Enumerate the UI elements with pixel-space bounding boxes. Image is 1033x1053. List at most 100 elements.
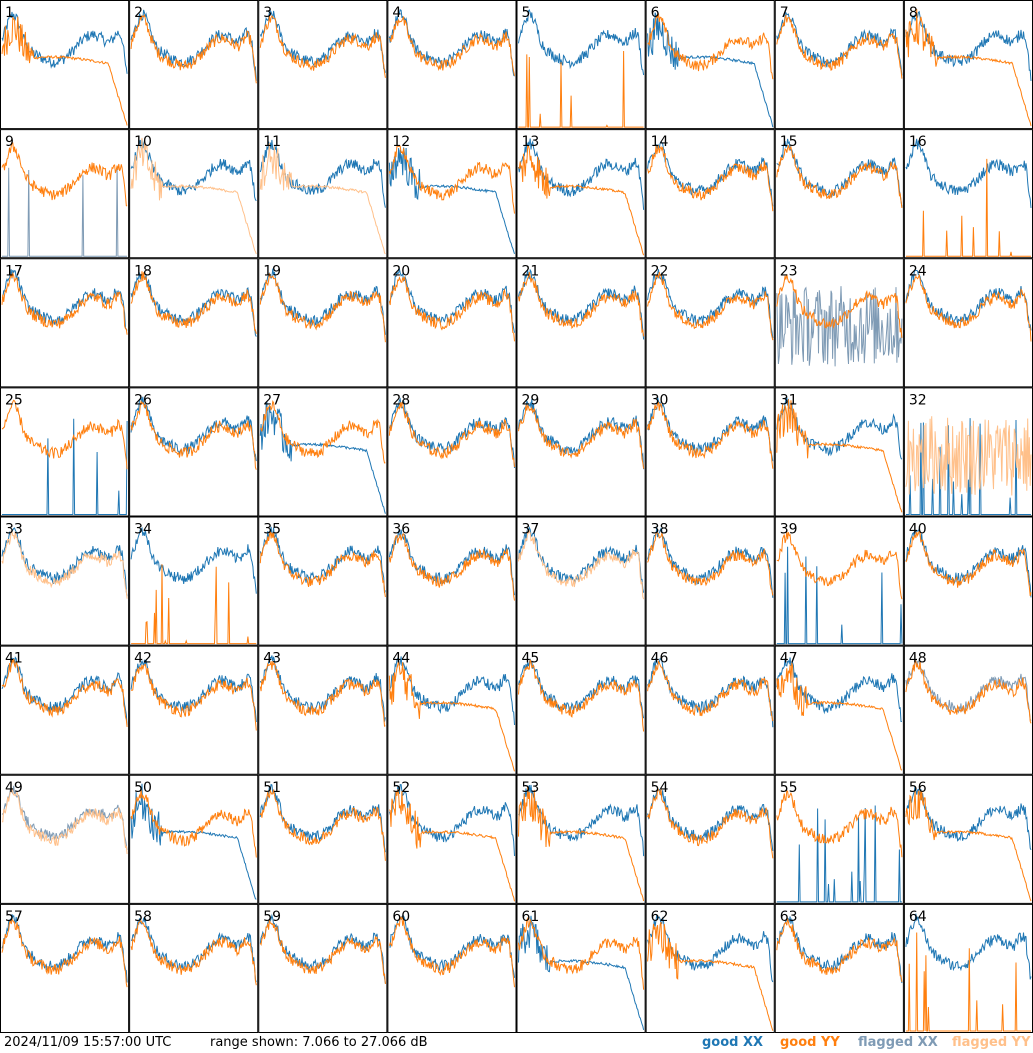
panel-33: 33 (0, 516, 130, 646)
panel-13-yy-line (518, 145, 645, 256)
panel-21-xx-line (518, 268, 645, 340)
panel-64: 64 (903, 903, 1033, 1033)
panel-label: 21 (522, 263, 540, 279)
panel-label: 40 (909, 522, 927, 538)
panel-51-yy-line (259, 788, 386, 861)
panel-label: 26 (134, 392, 152, 408)
panel-label: 39 (780, 522, 798, 538)
panel-frame (258, 0, 388, 130)
panel-frame (387, 903, 517, 1033)
panel-47: 47 (774, 645, 904, 775)
panel-33-yy-line (1, 530, 128, 599)
panel-47-xx-line (776, 657, 902, 722)
panel-label: 47 (780, 651, 798, 667)
panel-label: 61 (522, 909, 540, 925)
panel-label: 35 (263, 522, 281, 538)
panel-frame (129, 387, 259, 517)
panel-10-yy-line (130, 137, 257, 255)
panel-label: 31 (780, 392, 798, 408)
panel-19: 19 (258, 258, 388, 388)
panel-6: 6 (645, 0, 775, 130)
panel-frame (774, 0, 904, 130)
panel-43-yy-line (259, 661, 386, 727)
panel-frame (645, 387, 775, 517)
panel-label: 57 (5, 909, 23, 925)
panel-60-yy-line (388, 915, 515, 988)
legend-good-xx: good XX (702, 1035, 764, 1050)
panel-label: 17 (5, 263, 23, 279)
panel-17: 17 (0, 258, 130, 388)
panel-label: 34 (134, 522, 152, 538)
panel-frame (0, 645, 130, 775)
panel-7-xx-line (776, 11, 903, 76)
panel-44-xx-line (388, 656, 515, 726)
panel-label: 2 (134, 5, 143, 21)
panel-45-yy-line (518, 659, 645, 732)
panel-56: 56 (903, 774, 1033, 904)
panel-4-xx-line (388, 9, 515, 77)
panel-frame (0, 903, 130, 1033)
panel-label: 41 (5, 651, 23, 667)
panel-label: 14 (651, 134, 669, 150)
panel-frame (0, 129, 130, 259)
panel-1-yy-line (1, 16, 128, 126)
panel-14-yy-line (647, 145, 774, 212)
panel-32: 32 (903, 387, 1033, 517)
panel-29: 29 (516, 387, 646, 517)
panel-9: 9 (0, 129, 130, 259)
panel-label: 43 (263, 651, 281, 667)
panel-63: 63 (774, 903, 904, 1033)
panel-48-yy-line (905, 658, 1032, 724)
panel-30-yy-line (647, 401, 774, 469)
panel-22-xx-line (647, 269, 774, 339)
panel-58-yy-line (130, 920, 257, 986)
panel-50: 50 (129, 774, 259, 904)
panel-frame (258, 129, 388, 259)
panel-25: 25 (0, 387, 130, 517)
panel-label: 36 (392, 522, 410, 538)
panel-35-yy-line (259, 530, 386, 598)
panel-label: 46 (651, 651, 669, 667)
panel-label: 10 (134, 134, 152, 150)
panel-64-yy-line (905, 932, 1031, 1032)
panel-61: 61 (516, 903, 646, 1033)
panel-frame (129, 516, 259, 646)
panel-37: 37 (516, 516, 646, 646)
panel-15-yy-line (776, 145, 903, 209)
panel-label: 59 (263, 909, 281, 925)
panel-7-yy-line (776, 13, 903, 79)
panel-58-xx-line (130, 916, 257, 983)
panel-41-yy-line (1, 658, 128, 727)
panel-label: 50 (134, 780, 152, 796)
panel-label: 60 (392, 909, 410, 925)
panel-frame (516, 0, 646, 130)
panel-49-yy-line (1, 788, 128, 855)
panel-28: 28 (387, 387, 517, 517)
panel-frame (516, 774, 646, 904)
panel-label: 15 (780, 134, 798, 150)
panel-28-yy-line (388, 401, 515, 468)
panel-frame (516, 129, 646, 259)
panel-frame (258, 903, 388, 1033)
panel-6-yy-line (647, 13, 774, 80)
panel-frame (129, 129, 259, 259)
panel-46: 46 (645, 645, 775, 775)
panel-38-yy-line (647, 531, 774, 596)
panel-19-yy-line (259, 273, 386, 343)
panel-label: 63 (780, 909, 798, 925)
panel-21-yy-line (518, 272, 645, 337)
panel-17-yy-line (1, 271, 128, 335)
panel-9-xx-line (2, 165, 128, 257)
panel-39: 39 (774, 516, 904, 646)
panel-label: 33 (5, 522, 23, 538)
panel-label: 27 (263, 392, 281, 408)
panel-18: 18 (129, 258, 259, 388)
panel-15: 15 (774, 129, 904, 259)
panel-53-yy-line (518, 786, 645, 902)
panel-4-yy-line (389, 16, 515, 76)
panel-frame (774, 903, 904, 1033)
panel-52-yy-line (389, 789, 515, 902)
panel-12: 12 (387, 129, 517, 259)
panel-label: 13 (522, 134, 540, 150)
panel-4: 4 (387, 0, 517, 130)
